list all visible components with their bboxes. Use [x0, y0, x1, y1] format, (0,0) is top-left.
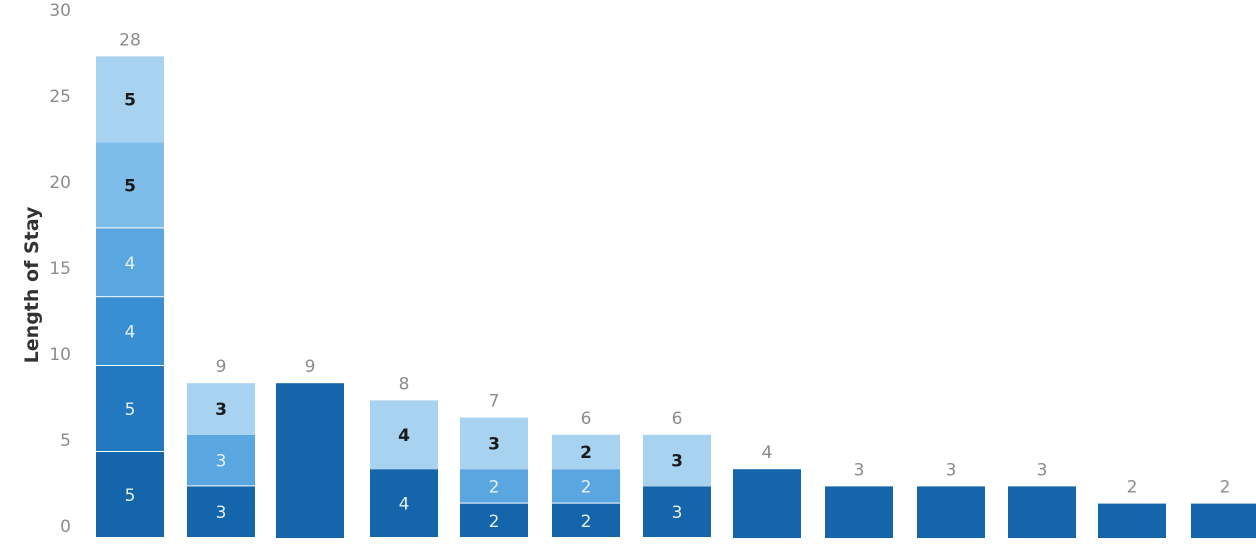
bar-segment: [552, 503, 620, 537]
y-tick-label: 0: [60, 517, 71, 537]
bar-segment: [733, 469, 801, 538]
bar-total-label: 6: [672, 409, 683, 429]
bar-segment: [552, 469, 620, 503]
bar-segment: [187, 486, 255, 537]
segment-label: 4: [398, 426, 410, 446]
y-tick-label: 10: [49, 345, 71, 365]
bar-segment: [1008, 486, 1076, 538]
bar-total-label: 28: [119, 30, 141, 50]
bar-total-label: 2: [1220, 478, 1231, 498]
bar-total-label: 3: [946, 460, 957, 480]
bar-total-label: 3: [1037, 460, 1048, 480]
segment-label: 4: [125, 323, 136, 343]
bar-segment: [96, 297, 164, 365]
bar-segment: [460, 469, 528, 503]
bar-segment: [643, 434, 711, 487]
bars-group: 5 5 4 4 5 5 3 3 3 4 4 2 2 3 2 2 2 3 3: [96, 56, 1256, 538]
bar-segment: [96, 366, 164, 451]
segment-label: 2: [489, 477, 500, 497]
bar-segment: [917, 486, 985, 538]
bar-segment: [1191, 503, 1256, 538]
bar-total-label: 7: [489, 392, 500, 412]
y-tick-label: 30: [49, 1, 71, 21]
y-tick-label: 25: [49, 87, 71, 107]
bar-segment: [460, 503, 528, 537]
bar-segment: [643, 486, 711, 537]
segment-label: 3: [671, 452, 683, 472]
bar-segment: [1098, 503, 1166, 538]
bar-segment: [276, 383, 344, 538]
y-axis-ticks: 0 5 10 15 20 25 30: [49, 1, 71, 537]
segment-label: 3: [216, 503, 227, 523]
bar-segment: [187, 383, 255, 435]
segment-label: 2: [580, 443, 592, 463]
segment-label: 3: [488, 434, 500, 454]
y-axis-label-group: Length of Stay: [21, 206, 43, 363]
y-tick-label: 5: [60, 431, 71, 451]
bar-segment: [96, 452, 164, 537]
totals-group: 28 9 9 8 7 6 6 4 3 3 3 2 2: [119, 30, 1230, 497]
segment-label: 2: [489, 512, 500, 532]
segment-label: 3: [216, 452, 227, 472]
segment-label: 4: [125, 254, 136, 274]
bar-segment: [96, 56, 164, 143]
bar-total-label: 6: [581, 409, 592, 429]
segment-label: 4: [399, 495, 410, 515]
y-axis-label: Length of Stay: [21, 206, 43, 363]
bar-total-label: 8: [399, 374, 410, 394]
segment-label: 5: [124, 176, 136, 196]
bar-total-label: 9: [216, 357, 227, 377]
segment-label: 3: [672, 503, 683, 523]
bar-segment: [370, 400, 438, 470]
bar-segment: [370, 469, 438, 537]
segment-label: 5: [124, 90, 136, 110]
bar-total-label: 4: [762, 443, 773, 463]
segment-label: 5: [125, 400, 136, 420]
bar-total-label: 9: [305, 357, 316, 377]
bar-segment: [552, 434, 620, 470]
segment-label: 2: [581, 512, 592, 532]
segment-label: 2: [581, 477, 592, 497]
bar-total-label: 3: [854, 460, 865, 480]
bar-segment: [825, 486, 893, 538]
y-tick-label: 20: [49, 173, 71, 193]
bar-total-label: 2: [1127, 478, 1138, 498]
segment-label: 5: [125, 486, 136, 506]
bar-segment: [96, 142, 164, 228]
segment-label: 3: [215, 400, 227, 420]
bar-segment: [96, 228, 164, 297]
bar-segment: [187, 434, 255, 486]
y-tick-label: 15: [49, 259, 71, 279]
bar-segment: [460, 417, 528, 470]
